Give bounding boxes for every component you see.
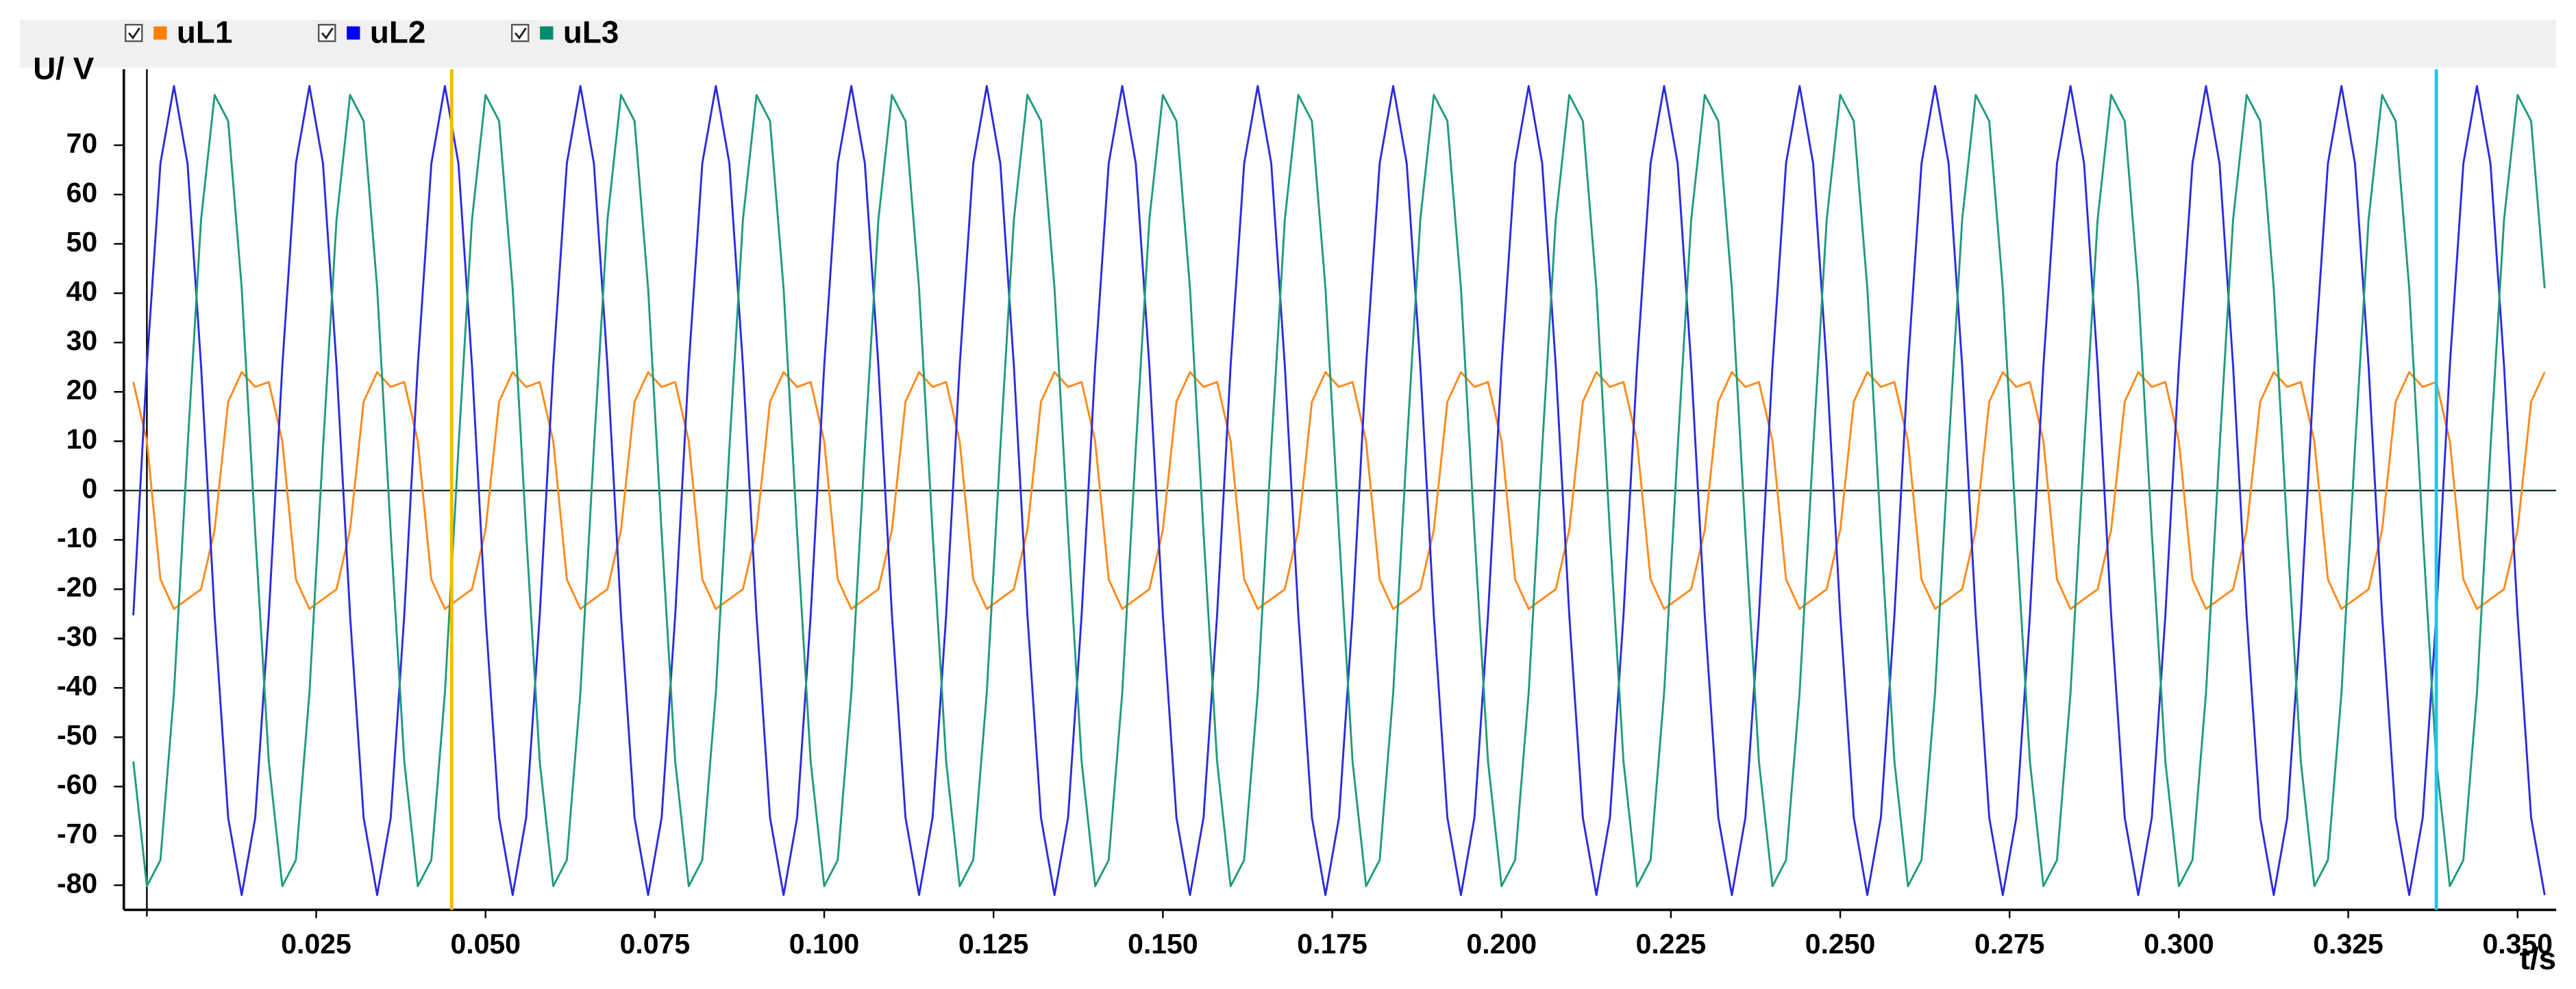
y-tick-label: -60 (57, 768, 97, 800)
legend-swatch (347, 26, 360, 40)
x-tick-label: 0.275 (1974, 928, 2045, 960)
x-axis-title: t/s (2520, 941, 2556, 976)
legend-swatch (540, 26, 554, 40)
y-axis-title: U/ V (33, 51, 95, 86)
y-tick-label: 40 (66, 275, 98, 307)
y-tick-label: 50 (66, 226, 98, 258)
y-tick-label: 60 (66, 177, 98, 208)
x-tick-label: 0.150 (1128, 928, 1198, 960)
y-tick-label: 70 (66, 127, 98, 159)
x-tick-label: 0.350 (2482, 928, 2553, 960)
x-tick-label: 0.175 (1297, 928, 1367, 960)
x-tick-label: 0.325 (2313, 928, 2383, 960)
y-tick-label: -70 (57, 818, 97, 849)
legend-checkbox[interactable] (124, 23, 143, 42)
legend-check (514, 27, 527, 40)
y-tick-label: -20 (57, 571, 97, 603)
x-tick-label: 0.050 (450, 928, 521, 960)
y-tick-label: -30 (57, 621, 97, 652)
legend-checkbox[interactable] (317, 23, 336, 42)
x-tick-label: 0.075 (620, 928, 691, 960)
y-tick-label: 10 (66, 423, 98, 455)
legend-check (321, 27, 334, 40)
axes: -80 -70 -60 -50 -40 -30 -20 -10 0 10 20 30 40 50 60 70 0… (57, 69, 2557, 960)
y-tick-label: 20 (66, 374, 98, 405)
x-tick-label: 0.250 (1805, 928, 1876, 960)
x-tick-label: 0.025 (281, 928, 351, 960)
legend-checkbox[interactable] (510, 23, 530, 42)
y-tick-label: -80 (57, 867, 97, 899)
x-tick-label: 0.225 (1636, 928, 1707, 960)
series-line (132, 94, 2546, 888)
legend-check (127, 27, 140, 40)
legend-label: uL3 (563, 15, 619, 50)
legend-label: uL2 (370, 15, 425, 50)
legend-swatch (153, 26, 167, 40)
legend-bar (19, 19, 2557, 68)
y-tick-label: 0 (82, 473, 97, 504)
legend-label: uL1 (177, 15, 232, 50)
y-tick-label: 30 (66, 325, 98, 356)
y-tick-label: -10 (57, 522, 97, 553)
x-tick-label: 0.100 (789, 928, 860, 960)
y-tick-label: -50 (57, 719, 97, 751)
legend: uL1 uL2 uL3 (124, 15, 619, 50)
x-tick-label: 0.300 (2144, 928, 2214, 960)
x-tick-label: 0.125 (958, 928, 1029, 960)
x-tick-label: 0.200 (1466, 928, 1537, 960)
plot-area (132, 69, 2546, 910)
y-tick-label: -40 (57, 670, 97, 701)
